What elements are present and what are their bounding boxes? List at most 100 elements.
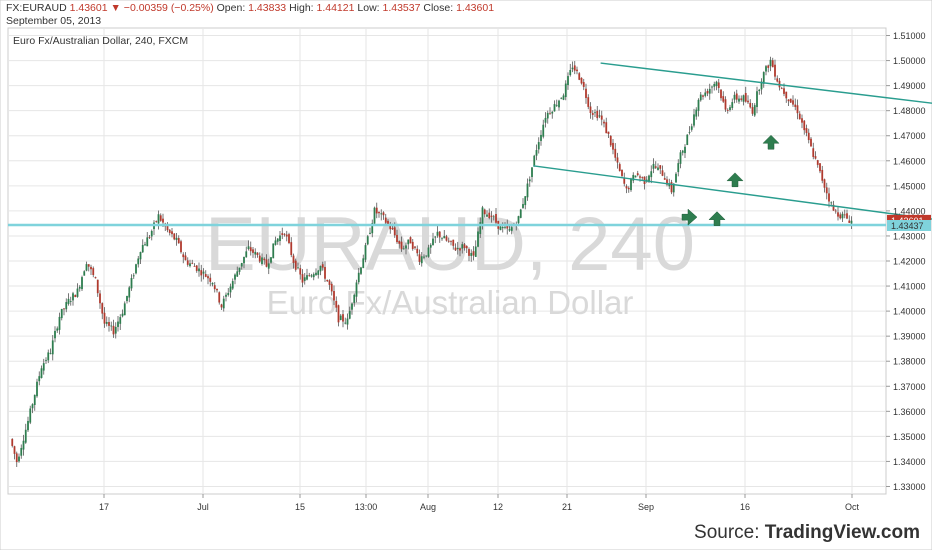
candle-body bbox=[155, 221, 158, 222]
candle-body bbox=[328, 280, 331, 285]
candle-body bbox=[240, 262, 243, 267]
x-tick-label: Oct bbox=[845, 502, 860, 512]
candle-body bbox=[90, 266, 92, 270]
candle-body bbox=[596, 110, 599, 119]
candle-body bbox=[510, 227, 513, 231]
candle-body bbox=[33, 394, 36, 405]
candle-body bbox=[218, 292, 221, 303]
candle-body bbox=[150, 230, 153, 237]
candle-body bbox=[832, 204, 835, 211]
candle-body bbox=[121, 313, 124, 317]
candle-body bbox=[423, 256, 425, 258]
candle-body bbox=[618, 164, 621, 171]
candle-body bbox=[292, 255, 295, 263]
candle-body bbox=[263, 258, 266, 261]
candle-body bbox=[432, 238, 434, 246]
candle-body bbox=[405, 245, 407, 249]
candle-body bbox=[321, 264, 324, 268]
candle-body bbox=[429, 244, 432, 248]
candle-body bbox=[684, 146, 686, 154]
candle-body bbox=[495, 213, 497, 223]
candle-body bbox=[506, 225, 509, 229]
candle-body bbox=[654, 166, 657, 168]
candle-body bbox=[591, 113, 594, 115]
candle-body bbox=[175, 237, 178, 240]
candle-body bbox=[711, 86, 713, 88]
candle-body bbox=[486, 214, 488, 217]
candle-body bbox=[211, 282, 214, 285]
candle-body bbox=[760, 81, 763, 90]
candle-body bbox=[101, 303, 104, 314]
candle-body bbox=[249, 247, 252, 252]
y-tick-label: 1.50000 bbox=[893, 56, 926, 66]
candle-body bbox=[216, 288, 218, 291]
candle-body bbox=[562, 95, 565, 100]
candle-body bbox=[477, 231, 479, 247]
candle-body bbox=[110, 325, 113, 327]
symbol: FX:EURAUD bbox=[6, 2, 67, 14]
channel-lower-line bbox=[533, 165, 932, 220]
candle-body bbox=[398, 241, 401, 244]
candle-body bbox=[636, 173, 639, 176]
candle-body bbox=[173, 233, 176, 240]
candle-body bbox=[609, 135, 612, 146]
candle-body bbox=[189, 263, 191, 267]
source-brand: TradingView.com bbox=[764, 522, 920, 543]
candle-body bbox=[168, 229, 171, 233]
candle-body bbox=[470, 252, 473, 256]
candle-body bbox=[112, 325, 115, 335]
candle-body bbox=[452, 239, 455, 246]
candle-body bbox=[166, 224, 169, 231]
candle-body bbox=[265, 259, 268, 267]
candle-body bbox=[753, 105, 756, 116]
candle-body bbox=[690, 126, 693, 130]
candle-body bbox=[324, 266, 326, 279]
candle-body bbox=[31, 404, 34, 409]
candle-body bbox=[252, 249, 254, 253]
candle-body bbox=[427, 247, 430, 257]
candle-body bbox=[472, 251, 475, 256]
candle-body bbox=[578, 73, 581, 80]
y-tick-label: 1.37000 bbox=[893, 382, 926, 392]
y-tick-label: 1.51000 bbox=[893, 31, 926, 41]
candle-body bbox=[465, 246, 468, 249]
candle-body bbox=[42, 363, 45, 371]
candle-body bbox=[704, 92, 707, 96]
candle-body bbox=[848, 220, 851, 223]
candle-body bbox=[551, 111, 554, 114]
candle-body bbox=[706, 90, 709, 94]
candle-body bbox=[227, 292, 230, 295]
candle-body bbox=[603, 121, 605, 124]
candle-body bbox=[261, 257, 263, 265]
candle-body bbox=[589, 106, 592, 113]
candle-body bbox=[657, 167, 659, 170]
candle-body bbox=[396, 234, 398, 243]
candle-body bbox=[738, 98, 740, 102]
candle-body bbox=[76, 288, 79, 297]
candle-body bbox=[13, 446, 16, 454]
x-tick-label: 17 bbox=[99, 502, 109, 512]
candle-body bbox=[67, 298, 70, 304]
candle-body bbox=[450, 240, 452, 242]
candle-body bbox=[137, 258, 140, 265]
candle-body bbox=[402, 248, 405, 250]
candle-body bbox=[369, 232, 371, 234]
candle-body bbox=[279, 235, 281, 242]
candle-body bbox=[479, 222, 482, 234]
candle-body bbox=[74, 294, 77, 298]
candle-body bbox=[605, 122, 608, 134]
candle-body bbox=[20, 447, 23, 456]
candle-body bbox=[627, 187, 630, 190]
candle-body bbox=[722, 96, 725, 102]
candle-body bbox=[58, 316, 61, 330]
candle-body bbox=[186, 260, 189, 265]
candle-body bbox=[670, 182, 673, 193]
y-tick-label: 1.47000 bbox=[893, 131, 926, 141]
candle-body bbox=[351, 303, 353, 310]
candle-body bbox=[679, 152, 682, 164]
candle-body bbox=[355, 282, 358, 297]
candle-body bbox=[330, 283, 333, 292]
ohlc-line: FX:EURAUD 1.43601 ▼ −0.00359 (−0.25%) Op… bbox=[6, 2, 494, 15]
